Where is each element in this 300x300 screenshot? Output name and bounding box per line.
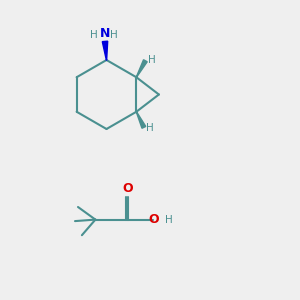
Text: H: H bbox=[165, 214, 172, 225]
Text: H: H bbox=[110, 30, 118, 40]
Text: O: O bbox=[148, 213, 159, 226]
Polygon shape bbox=[136, 60, 147, 77]
Text: O: O bbox=[122, 182, 133, 195]
Text: H: H bbox=[90, 30, 98, 40]
Text: H: H bbox=[146, 123, 154, 133]
Polygon shape bbox=[136, 112, 146, 128]
Text: N: N bbox=[100, 27, 110, 40]
Polygon shape bbox=[102, 41, 108, 60]
Text: H: H bbox=[148, 55, 155, 65]
